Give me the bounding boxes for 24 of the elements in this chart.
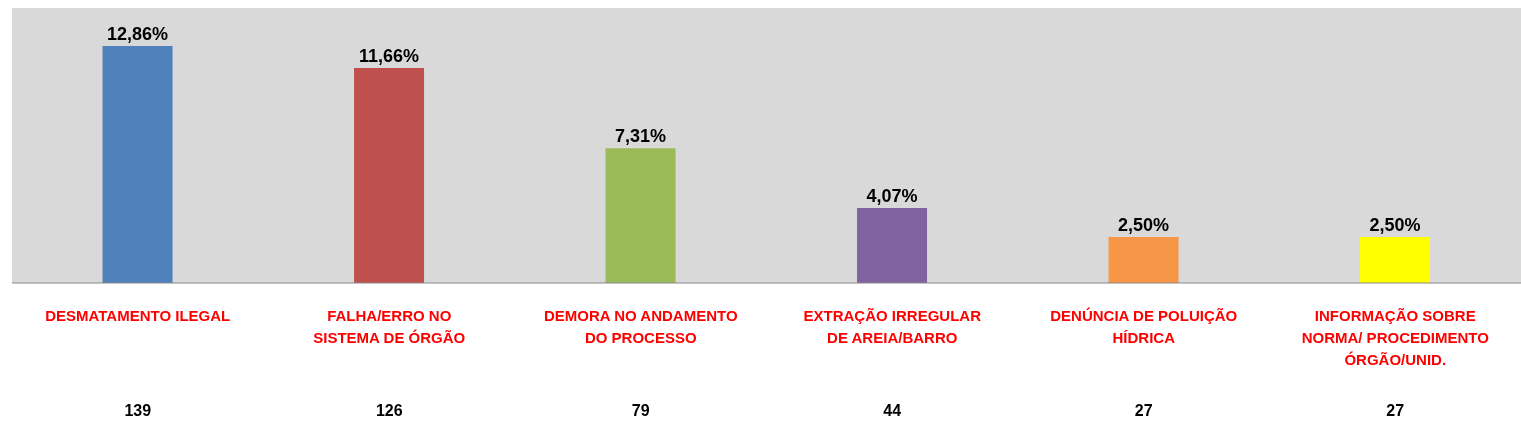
x-tick-label: DESMATAMENTO ILEGAL	[45, 307, 231, 324]
bar	[354, 68, 425, 283]
data-label: 2,50%	[1369, 214, 1421, 235]
x-tick-label: DEMORA NO ANDAMENTO DO PROCESSO	[543, 307, 738, 346]
x-tick-label: DENÚNCIA DE POLUIÇÃO HÍDRICA	[1050, 307, 1238, 346]
bar	[1360, 236, 1431, 283]
data-label: 4,07%	[866, 185, 918, 206]
text: 79	[631, 402, 650, 419]
text: 27	[1386, 402, 1405, 419]
bar	[102, 45, 173, 283]
data-label: 12,86%	[107, 23, 169, 44]
data-label: 11,66%	[359, 46, 420, 67]
bar	[1108, 236, 1179, 283]
text: 139	[124, 402, 152, 419]
x-tick-label: FALHA/ERRO NO SISTEMA DE ÓRGÃO	[313, 307, 466, 346]
x-tick-label: INFORMAÇÃO SOBRE NORMA/ PROCEDIMENTO ÓRGÃO/UNID.	[1301, 307, 1490, 368]
bar	[857, 207, 928, 283]
data-label: 7,31%	[615, 126, 667, 147]
text: 27	[1134, 402, 1153, 419]
text: 44	[883, 402, 902, 419]
data-label: 2,50%	[1118, 214, 1170, 235]
text: 126	[375, 402, 403, 419]
bar	[605, 148, 676, 283]
x-tick-label: EXTRAÇÃO IRREGULAR DE AREIA/BARRO	[803, 307, 982, 346]
